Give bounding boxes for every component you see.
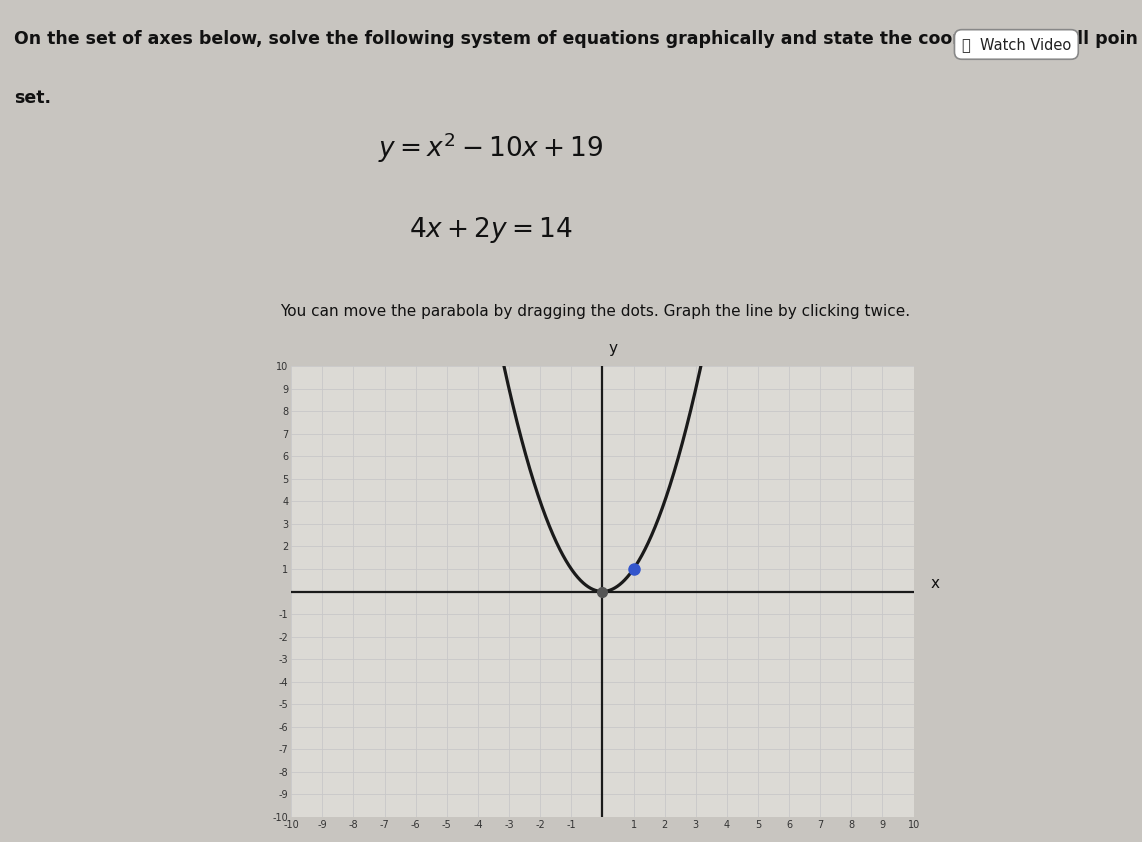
Text: $4x + 2y = 14$: $4x + 2y = 14$ xyxy=(409,215,573,245)
Text: On the set of axes below, solve the following system of equations graphically an: On the set of axes below, solve the foll… xyxy=(14,29,1137,48)
Text: You can move the parabola by dragging the dots. Graph the line by clicking twice: You can move the parabola by dragging th… xyxy=(280,304,910,319)
Text: x: x xyxy=(931,576,940,591)
Text: y: y xyxy=(609,341,618,356)
Text: Ⓣ  Watch Video: Ⓣ Watch Video xyxy=(962,37,1071,52)
Text: $y = x^2 - 10x + 19$: $y = x^2 - 10x + 19$ xyxy=(378,131,604,165)
Text: set.: set. xyxy=(14,89,50,107)
